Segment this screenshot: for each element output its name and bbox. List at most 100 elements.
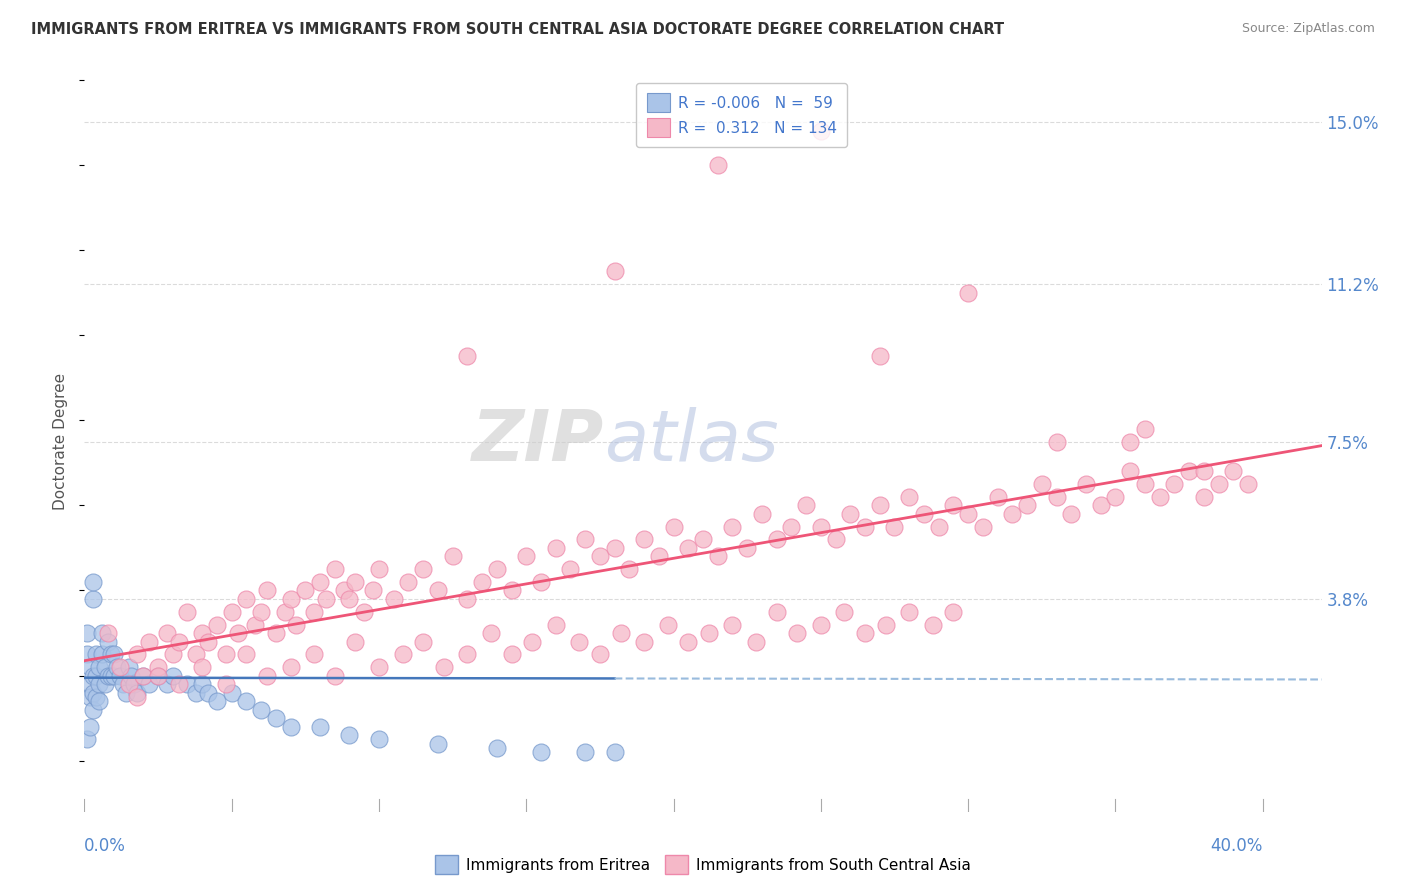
- Point: [302, 605, 325, 619]
- Point: [273, 605, 295, 619]
- Point: [568, 634, 591, 648]
- Point: [332, 583, 354, 598]
- Text: 0.0%: 0.0%: [84, 838, 127, 855]
- Point: [79, 660, 101, 674]
- Point: [898, 605, 921, 619]
- Point: [1001, 507, 1024, 521]
- Legend: Immigrants from Eritrea, Immigrants from South Central Asia: Immigrants from Eritrea, Immigrants from…: [429, 849, 977, 880]
- Point: [972, 519, 994, 533]
- Point: [76, 732, 98, 747]
- Point: [108, 660, 131, 674]
- Point: [205, 617, 228, 632]
- Point: [501, 648, 523, 662]
- Point: [471, 574, 494, 589]
- Text: Source: ZipAtlas.com: Source: ZipAtlas.com: [1241, 22, 1375, 36]
- Point: [1090, 499, 1112, 513]
- Point: [105, 660, 128, 674]
- Point: [609, 626, 631, 640]
- Point: [520, 634, 543, 648]
- Point: [530, 574, 553, 589]
- Point: [94, 677, 117, 691]
- Point: [79, 720, 101, 734]
- Point: [501, 583, 523, 598]
- Point: [91, 648, 114, 662]
- Point: [633, 634, 655, 648]
- Point: [678, 541, 700, 555]
- Point: [103, 668, 125, 682]
- Point: [280, 660, 302, 674]
- Point: [100, 668, 122, 682]
- Point: [127, 690, 149, 704]
- Point: [339, 591, 361, 606]
- Point: [191, 660, 214, 674]
- Point: [235, 694, 257, 708]
- Point: [344, 634, 367, 648]
- Point: [176, 605, 198, 619]
- Point: [250, 605, 273, 619]
- Point: [186, 648, 208, 662]
- Point: [794, 499, 817, 513]
- Point: [235, 648, 257, 662]
- Point: [589, 549, 612, 564]
- Point: [121, 668, 143, 682]
- Point: [942, 499, 965, 513]
- Point: [146, 668, 169, 682]
- Point: [309, 574, 332, 589]
- Point: [603, 264, 626, 278]
- Point: [309, 720, 332, 734]
- Point: [1060, 507, 1083, 521]
- Point: [191, 677, 214, 691]
- Point: [619, 562, 641, 576]
- Point: [156, 677, 179, 691]
- Point: [603, 541, 626, 555]
- Point: [294, 583, 316, 598]
- Point: [264, 711, 287, 725]
- Point: [97, 626, 120, 640]
- Point: [191, 626, 214, 640]
- Point: [1119, 464, 1142, 478]
- Point: [339, 728, 361, 742]
- Point: [382, 591, 405, 606]
- Point: [485, 740, 508, 755]
- Point: [315, 591, 337, 606]
- Point: [589, 648, 612, 662]
- Point: [1192, 464, 1215, 478]
- Point: [353, 605, 375, 619]
- Point: [412, 562, 434, 576]
- Point: [456, 350, 478, 364]
- Point: [1031, 477, 1053, 491]
- Point: [697, 626, 720, 640]
- Point: [574, 745, 596, 759]
- Point: [323, 668, 346, 682]
- Point: [1045, 490, 1067, 504]
- Point: [79, 677, 101, 691]
- Point: [883, 519, 905, 533]
- Point: [132, 668, 155, 682]
- Point: [810, 519, 832, 533]
- Point: [633, 533, 655, 547]
- Point: [186, 685, 208, 699]
- Point: [91, 626, 114, 640]
- Point: [433, 660, 456, 674]
- Point: [456, 591, 478, 606]
- Point: [87, 694, 110, 708]
- Point: [94, 660, 117, 674]
- Point: [648, 549, 671, 564]
- Point: [84, 648, 107, 662]
- Point: [138, 634, 160, 648]
- Point: [662, 519, 685, 533]
- Point: [1222, 464, 1244, 478]
- Point: [721, 519, 744, 533]
- Point: [603, 745, 626, 759]
- Point: [108, 668, 131, 682]
- Point: [426, 583, 449, 598]
- Point: [678, 634, 700, 648]
- Point: [810, 124, 832, 138]
- Point: [162, 648, 184, 662]
- Point: [103, 648, 125, 662]
- Point: [114, 685, 136, 699]
- Point: [515, 549, 537, 564]
- Point: [97, 634, 120, 648]
- Point: [692, 533, 714, 547]
- Point: [368, 732, 391, 747]
